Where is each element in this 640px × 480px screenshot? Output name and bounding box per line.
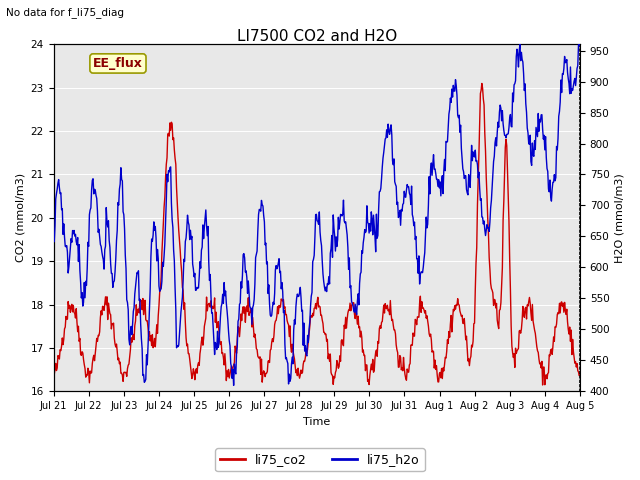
Legend: li75_co2, li75_h2o: li75_co2, li75_h2o: [215, 448, 425, 471]
X-axis label: Time: Time: [303, 417, 330, 427]
Text: No data for f_li75_diag: No data for f_li75_diag: [6, 7, 124, 18]
Y-axis label: H2O (mmol/m3): H2O (mmol/m3): [615, 173, 625, 263]
Text: EE_flux: EE_flux: [93, 57, 143, 70]
Title: LI7500 CO2 and H2O: LI7500 CO2 and H2O: [237, 29, 397, 45]
Y-axis label: CO2 (mmol/m3): CO2 (mmol/m3): [15, 173, 25, 263]
